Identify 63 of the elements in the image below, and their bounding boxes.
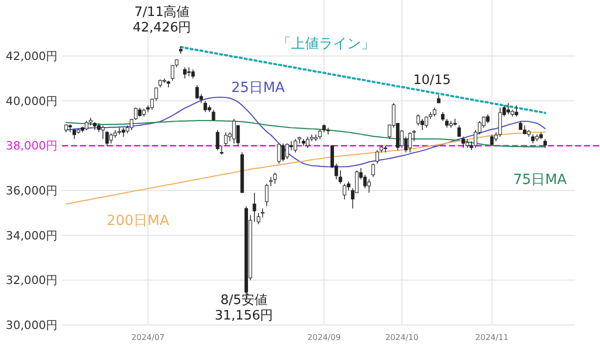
candlestick bbox=[281, 143, 285, 162]
candlestick bbox=[371, 163, 375, 178]
candlestick bbox=[105, 130, 109, 146]
candlestick bbox=[490, 134, 494, 146]
y-tick-label: 40,000円 bbox=[6, 94, 58, 108]
annotation: 8/5安値 31,156円 bbox=[214, 292, 274, 324]
annotation: 10/15 bbox=[413, 73, 451, 88]
y-tick-label: 38,000円 bbox=[6, 138, 58, 153]
y-tick-label: 30,000円 bbox=[6, 318, 58, 332]
candlestick bbox=[424, 116, 428, 128]
candlestick bbox=[384, 145, 388, 153]
candlestick bbox=[187, 66, 191, 77]
candlestick bbox=[342, 183, 346, 200]
candlestick bbox=[376, 150, 379, 164]
candlestick bbox=[260, 208, 264, 218]
candlestick bbox=[216, 130, 220, 151]
candlestick bbox=[294, 138, 298, 153]
candlestick bbox=[453, 118, 457, 126]
candlestick bbox=[264, 183, 268, 207]
candlestick bbox=[457, 125, 461, 138]
candlestick bbox=[367, 178, 371, 194]
annotation: 7/11高値 42,426円 bbox=[132, 4, 192, 36]
candlestick bbox=[256, 212, 260, 225]
candlestick bbox=[338, 170, 342, 184]
candlestick bbox=[72, 128, 76, 140]
candlestick bbox=[420, 118, 424, 130]
candlestick bbox=[462, 136, 465, 148]
candlestick bbox=[514, 104, 518, 117]
x-tick-label: 2024/07 bbox=[131, 333, 165, 342]
y-tick-label: 36,000円 bbox=[6, 184, 58, 198]
candlestick bbox=[285, 143, 289, 160]
x-tick-label: 2024/09 bbox=[307, 333, 341, 342]
y-tick-label: 42,000円 bbox=[6, 49, 58, 64]
candlestick bbox=[252, 192, 256, 222]
candlestick bbox=[212, 109, 216, 122]
candlestick bbox=[183, 66, 187, 79]
candlestick bbox=[482, 116, 486, 128]
candlestick bbox=[224, 132, 228, 146]
y-tick-label: 32,000円 bbox=[6, 273, 58, 288]
candlestick bbox=[408, 132, 412, 153]
candlestick bbox=[273, 172, 277, 184]
candlestick bbox=[326, 127, 330, 135]
series-label: 200日MA bbox=[106, 213, 170, 229]
candlestick bbox=[150, 98, 154, 110]
series-label: 75日MA bbox=[513, 172, 568, 188]
candlestick bbox=[277, 143, 281, 164]
candlestick bbox=[306, 136, 310, 148]
y-tick-label: 34,000円 bbox=[6, 228, 58, 242]
candlestick bbox=[232, 118, 236, 144]
x-tick-label: 2024/11 bbox=[475, 333, 509, 342]
candlestick bbox=[166, 80, 170, 88]
candlestick bbox=[101, 125, 105, 140]
candlestick bbox=[154, 87, 158, 102]
x-tick-label: 2024/10 bbox=[385, 333, 418, 342]
series-label: 「上値ライン」 bbox=[277, 36, 375, 52]
candlestick bbox=[506, 102, 510, 115]
candlestick bbox=[109, 132, 113, 144]
series-label: 25日MA bbox=[231, 80, 286, 96]
candlestick bbox=[134, 107, 138, 120]
candlestick bbox=[498, 107, 502, 138]
candlestick bbox=[204, 100, 208, 112]
candlestick bbox=[195, 84, 199, 100]
candlestick bbox=[416, 114, 420, 126]
